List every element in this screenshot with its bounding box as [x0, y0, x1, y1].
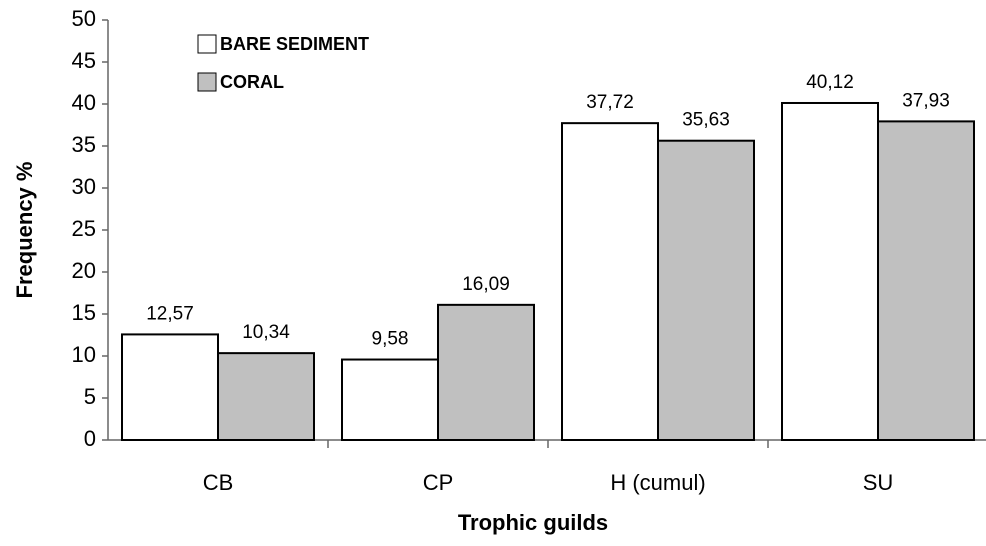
y-tick-label: 45: [72, 48, 96, 73]
y-tick-label: 5: [84, 384, 96, 409]
y-tick-label: 15: [72, 300, 96, 325]
bar: [657, 139, 755, 441]
y-tick-label: 40: [72, 90, 96, 115]
y-tick-label: 20: [72, 258, 96, 283]
y-tick-label: 30: [72, 174, 96, 199]
y-tick-label: 35: [72, 132, 96, 157]
y-tick-label: 0: [84, 426, 96, 451]
value-label: 37,72: [586, 92, 634, 113]
legend-label: CORAL: [220, 72, 284, 92]
y-tick-label: 25: [72, 216, 96, 241]
value-label: 35,63: [682, 110, 730, 131]
bar: [437, 303, 535, 441]
y-tick-label: 50: [72, 6, 96, 31]
x-tick-label: H (cumul): [610, 470, 705, 495]
bar: [561, 122, 659, 441]
value-label: 37,93: [902, 90, 950, 111]
legend-swatch: [197, 72, 217, 92]
x-tick-label: CP: [423, 470, 454, 495]
bar: [217, 352, 315, 442]
bar: [121, 333, 219, 441]
bar: [781, 101, 879, 441]
bar: [341, 358, 439, 442]
value-label: 9,58: [372, 329, 409, 350]
x-tick-label: CB: [203, 470, 234, 495]
x-tick-label: SU: [863, 470, 894, 495]
y-tick-label: 10: [72, 342, 96, 367]
value-label: 12,57: [146, 303, 194, 324]
legend-label: BARE SEDIMENT: [220, 34, 369, 54]
value-label: 40,12: [806, 72, 854, 93]
x-axis-label: Trophic guilds: [458, 510, 608, 535]
value-label: 16,09: [462, 274, 510, 295]
legend-swatch: [197, 34, 217, 54]
value-label: 10,34: [242, 322, 290, 343]
y-axis-label: Frequency %: [12, 162, 37, 299]
bar: [877, 120, 975, 441]
